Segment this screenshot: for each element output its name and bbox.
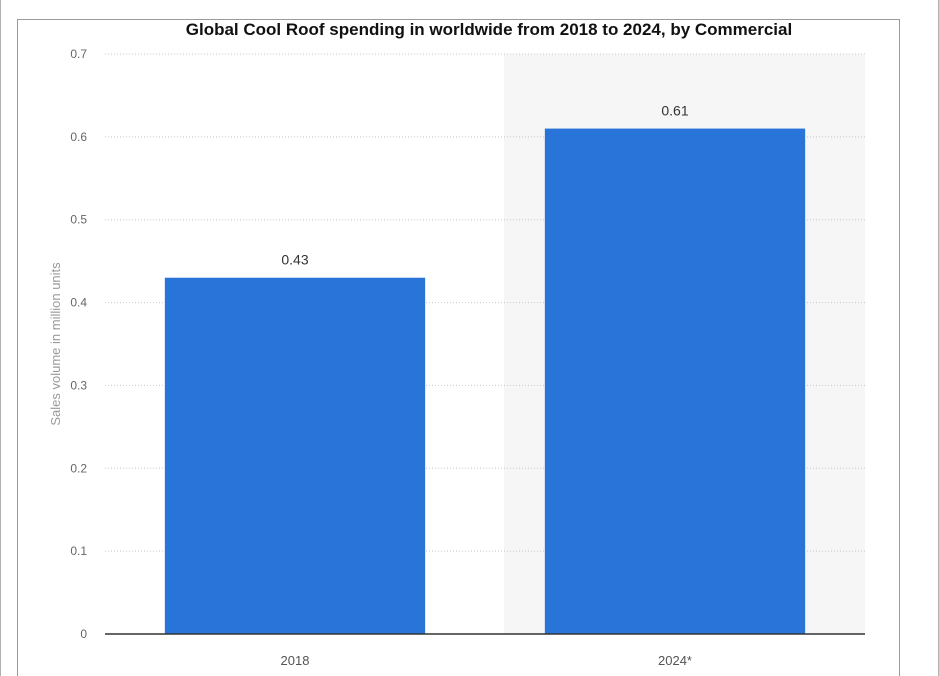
x-tick-label: 2018 [281,653,310,668]
data-label: 0.61 [661,103,688,119]
y-axis-ticks: 0 0.1 0.2 0.3 0.4 0.5 0.6 0.7 [70,47,87,641]
y-tick-label: 0.4 [70,296,87,310]
data-labels: 0.43 0.61 [281,103,688,268]
chart-title: Global Cool Roof spending in worldwide f… [186,20,792,39]
x-axis-ticks: 2018 2024* [281,653,692,668]
y-tick-label: 0.7 [70,47,87,61]
y-tick-label: 0.2 [70,461,87,475]
bar-2024 [544,128,806,635]
bar-2018 [164,277,426,634]
y-axis-label: Sales volume in million units [48,262,63,426]
y-tick-label: 0.1 [70,544,87,558]
y-tick-label: 0.3 [70,378,87,392]
data-label: 0.43 [281,252,308,268]
y-tick-label: 0.5 [70,213,87,227]
y-tick-label: 0 [80,627,87,641]
x-tick-label: 2024* [658,653,692,668]
bars [164,128,806,635]
y-tick-label: 0.6 [70,130,87,144]
